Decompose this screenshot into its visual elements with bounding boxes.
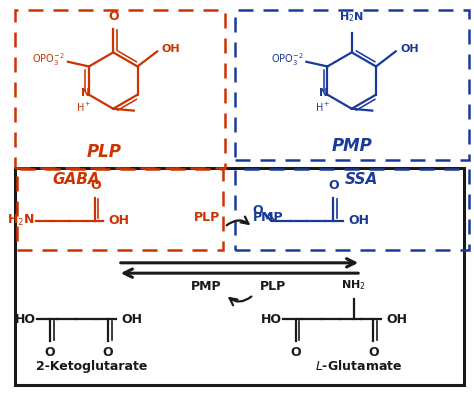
Text: $\mathit{L}$-Glutamate: $\mathit{L}$-Glutamate — [315, 359, 402, 373]
Bar — [15, 168, 464, 385]
Text: HO: HO — [15, 313, 36, 326]
Text: PLP: PLP — [260, 280, 286, 293]
Text: PMP: PMP — [253, 211, 284, 224]
Text: OH: OH — [162, 44, 181, 53]
Text: OH: OH — [121, 313, 142, 326]
Text: OPO$_3^{-2}$: OPO$_3^{-2}$ — [271, 51, 303, 68]
Text: N: N — [81, 88, 90, 98]
Text: O: O — [90, 179, 101, 192]
Text: O: O — [368, 346, 379, 360]
Text: OH: OH — [401, 44, 419, 53]
Text: H$^+$: H$^+$ — [315, 101, 330, 114]
Text: HO: HO — [261, 313, 282, 326]
Text: OPO$_3^{-2}$: OPO$_3^{-2}$ — [32, 51, 64, 68]
Text: H$^+$: H$^+$ — [76, 101, 92, 114]
Text: PLP: PLP — [86, 143, 121, 161]
Text: O: O — [328, 179, 339, 192]
Text: O: O — [290, 346, 301, 360]
Text: N: N — [319, 88, 328, 98]
Text: OH: OH — [109, 214, 129, 227]
FancyArrowPatch shape — [229, 297, 251, 305]
Text: OH: OH — [386, 313, 407, 326]
Text: O: O — [45, 346, 55, 360]
Text: O: O — [252, 204, 263, 217]
Text: O: O — [108, 10, 118, 23]
Text: OH: OH — [348, 214, 369, 227]
Text: H$_2$N: H$_2$N — [7, 213, 35, 228]
FancyArrowPatch shape — [227, 217, 248, 225]
Text: O: O — [103, 346, 113, 360]
Text: NH$_2$: NH$_2$ — [341, 278, 366, 292]
Text: H$_2$N: H$_2$N — [339, 10, 364, 24]
Text: SSA: SSA — [345, 172, 378, 187]
Text: PMP: PMP — [191, 280, 221, 293]
Text: GABA: GABA — [52, 172, 100, 187]
Text: 2-Ketoglutarate: 2-Ketoglutarate — [36, 360, 148, 373]
Text: PMP: PMP — [331, 137, 372, 155]
Text: PLP: PLP — [193, 211, 220, 224]
